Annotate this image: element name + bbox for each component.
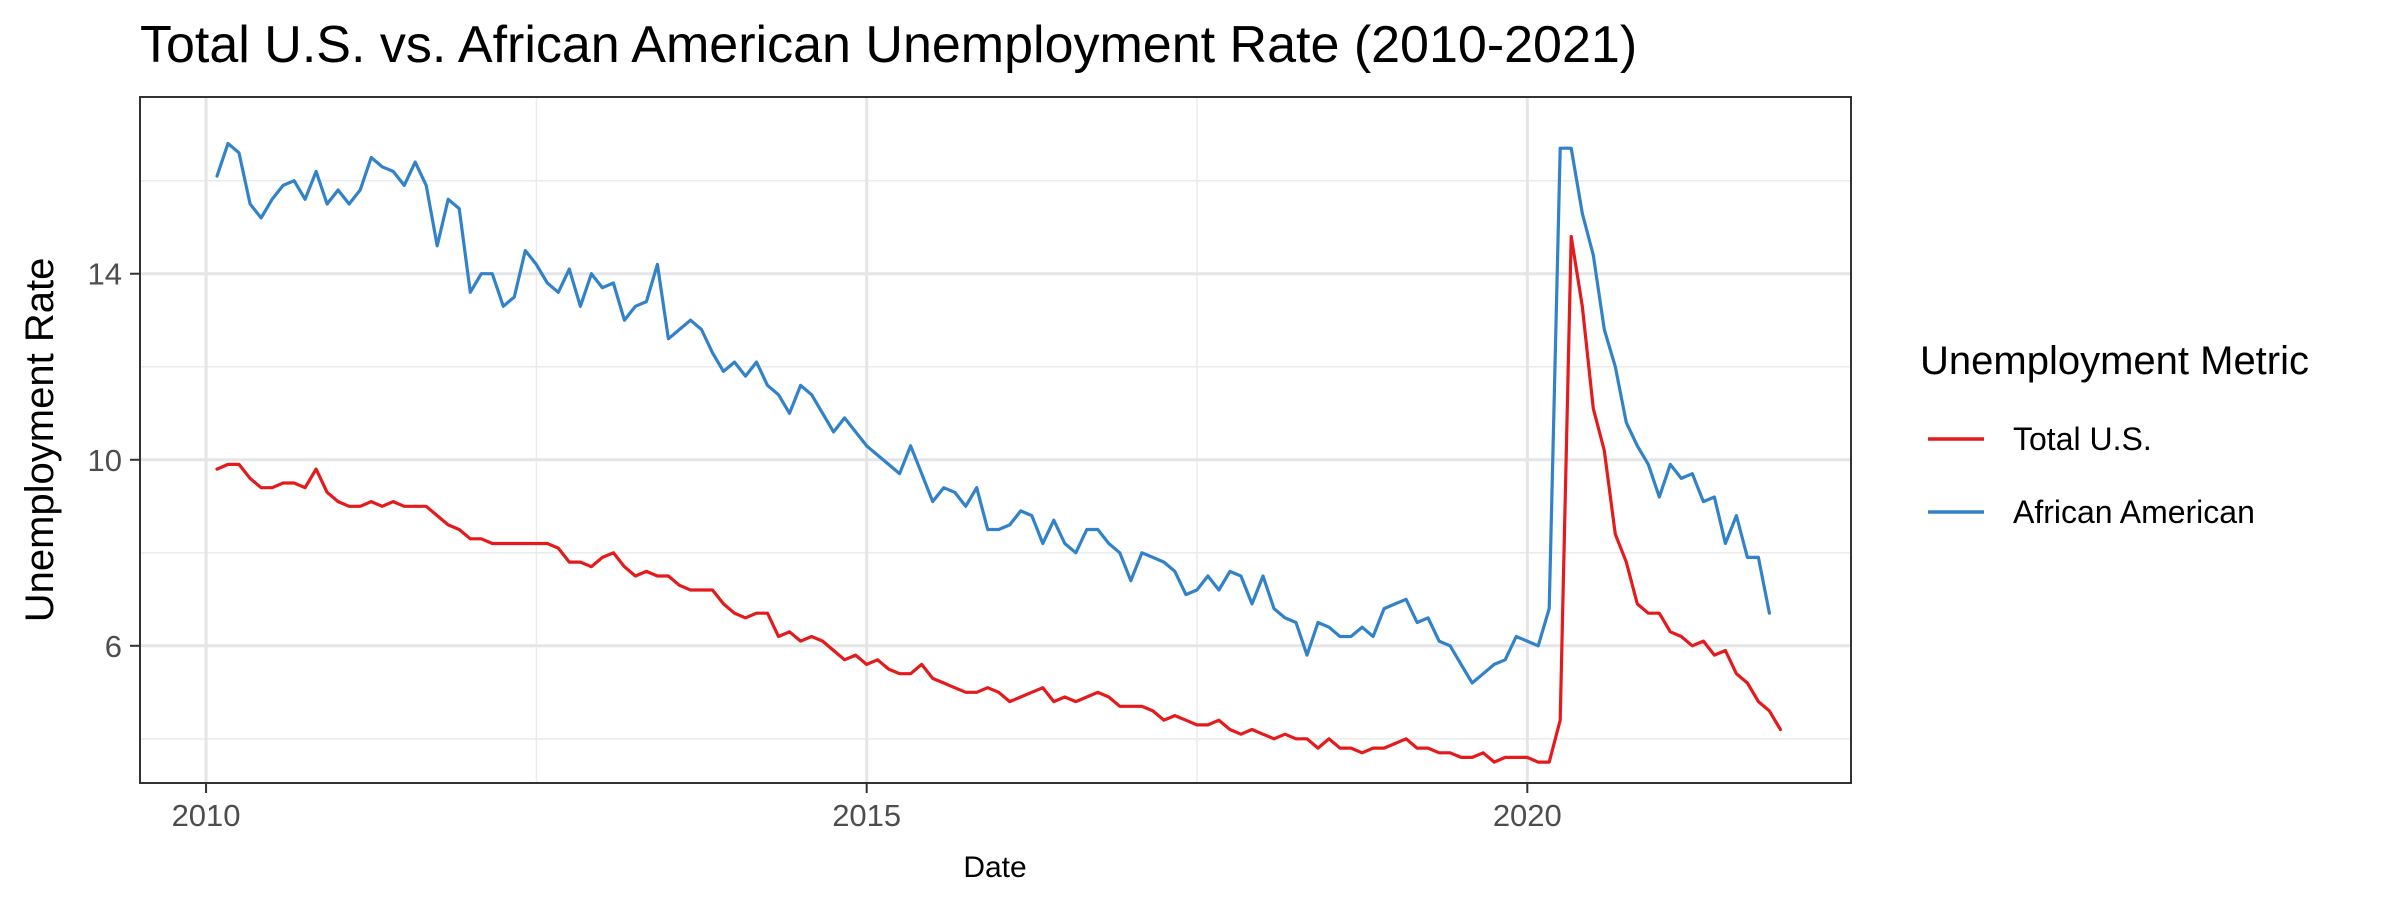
legend-items: Total U.S. African American — [1928, 421, 2255, 530]
series-lines — [215, 141, 1783, 764]
x-tick-label: 2015 — [832, 798, 901, 833]
legend-title: Unemployment Metric — [1920, 339, 2309, 383]
x-axis-title: Date — [963, 851, 1026, 884]
grid-major — [140, 97, 1851, 783]
chart-title: Total U.S. vs. African American Unemploy… — [140, 16, 1637, 74]
legend-label: Total U.S. — [2013, 421, 2152, 457]
plot-border — [139, 96, 1852, 784]
y-tick-label: 10 — [88, 443, 122, 478]
y-tick-label: 6 — [105, 629, 122, 664]
tick-labels: 2010 2015 2020 6 10 14 — [88, 257, 1562, 833]
y-axis-title: Unemployment Rate — [18, 258, 62, 623]
plot-panel — [140, 97, 1851, 783]
x-tick-label: 2010 — [172, 798, 241, 833]
series-line-african-american — [215, 141, 1772, 685]
legend: Unemployment Metric Total U.S. African Am… — [1920, 339, 2309, 530]
axis-ticks — [130, 272, 1529, 793]
x-tick-label: 2020 — [1493, 798, 1562, 833]
series-line-total-u-s — [215, 234, 1783, 764]
legend-label: African American — [2013, 494, 2255, 530]
y-tick-label: 14 — [88, 257, 122, 292]
